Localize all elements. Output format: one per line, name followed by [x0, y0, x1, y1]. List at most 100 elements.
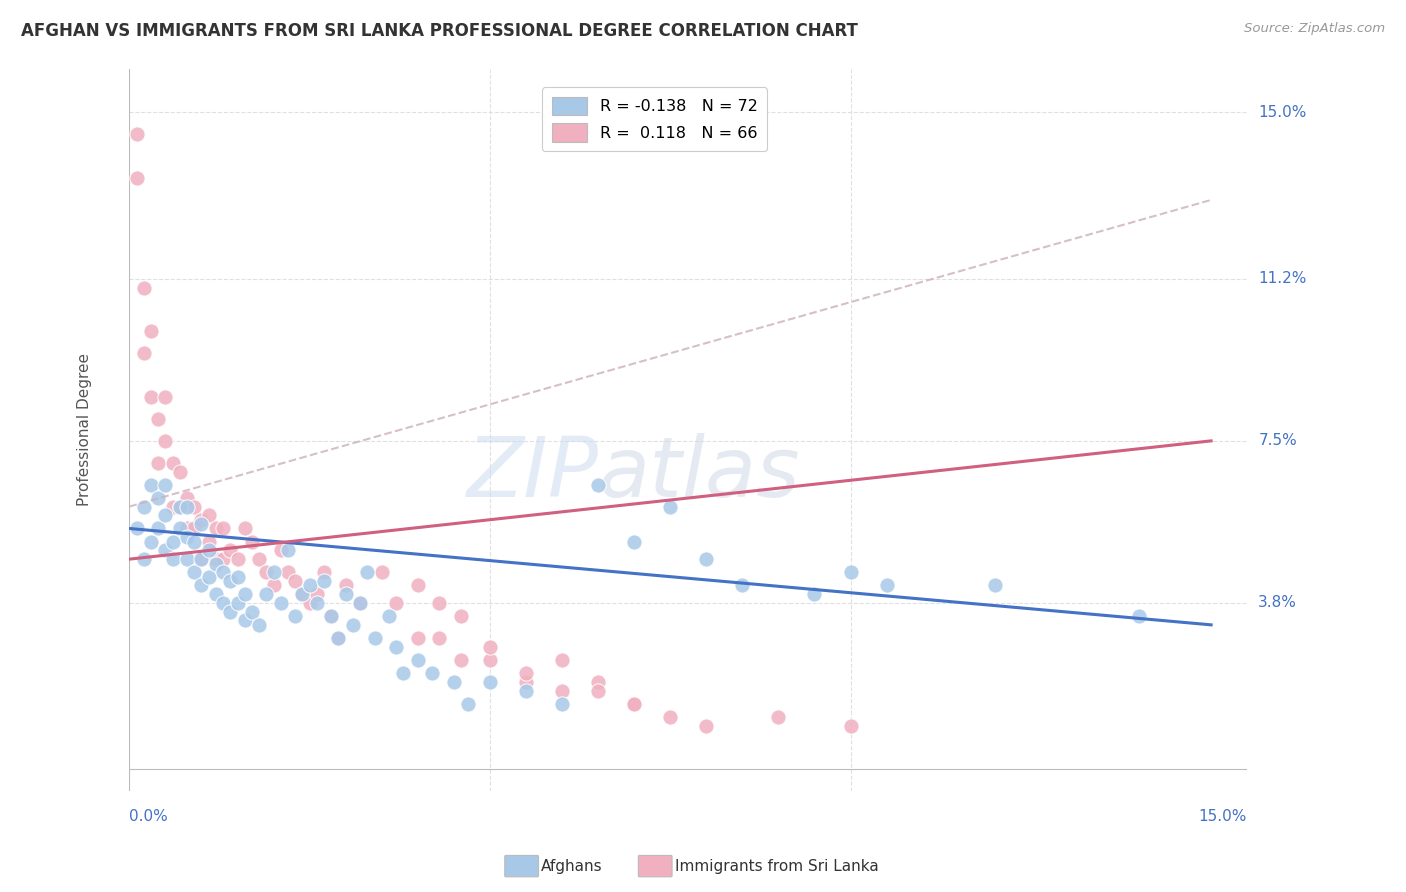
- Point: [363, 631, 385, 645]
- Text: 0.0%: 0.0%: [129, 809, 169, 824]
- Point: [155, 477, 177, 491]
- Point: [190, 578, 212, 592]
- Point: [148, 412, 170, 426]
- Point: [197, 508, 219, 523]
- Point: [406, 578, 429, 592]
- Point: [132, 552, 155, 566]
- Point: [125, 521, 148, 535]
- Point: [270, 596, 292, 610]
- Legend: R = -0.138   N = 72, R =  0.118   N = 66: R = -0.138 N = 72, R = 0.118 N = 66: [543, 87, 768, 152]
- Point: [219, 543, 242, 558]
- Point: [212, 552, 235, 566]
- Text: ZIP: ZIP: [467, 433, 599, 514]
- Point: [148, 456, 170, 470]
- Text: atlas: atlas: [599, 433, 800, 514]
- Point: [406, 631, 429, 645]
- Point: [233, 587, 256, 601]
- Point: [132, 500, 155, 514]
- Point: [515, 683, 537, 698]
- Point: [176, 552, 198, 566]
- Point: [623, 697, 645, 711]
- Point: [305, 587, 328, 601]
- Point: [190, 517, 212, 532]
- Text: 15.0%: 15.0%: [1258, 105, 1306, 120]
- Point: [254, 566, 277, 580]
- Point: [349, 596, 371, 610]
- Point: [586, 674, 609, 689]
- Point: [659, 710, 682, 724]
- Point: [125, 127, 148, 141]
- Point: [284, 574, 307, 588]
- Point: [240, 534, 263, 549]
- Point: [197, 543, 219, 558]
- Point: [586, 477, 609, 491]
- Point: [695, 552, 717, 566]
- Point: [176, 521, 198, 535]
- Point: [233, 614, 256, 628]
- Point: [162, 456, 184, 470]
- Point: [659, 500, 682, 514]
- Point: [139, 324, 162, 338]
- Point: [197, 569, 219, 583]
- Text: 3.8%: 3.8%: [1258, 596, 1298, 610]
- Point: [240, 605, 263, 619]
- Text: Immigrants from Sri Lanka: Immigrants from Sri Lanka: [675, 859, 879, 873]
- Point: [169, 521, 191, 535]
- Point: [263, 566, 285, 580]
- Point: [205, 557, 228, 571]
- Point: [551, 683, 574, 698]
- Point: [148, 521, 170, 535]
- Point: [429, 596, 451, 610]
- Point: [803, 587, 825, 601]
- Text: Afghans: Afghans: [541, 859, 603, 873]
- Point: [125, 171, 148, 186]
- Point: [254, 587, 277, 601]
- Text: Source: ZipAtlas.com: Source: ZipAtlas.com: [1244, 22, 1385, 36]
- Point: [478, 674, 501, 689]
- Point: [139, 477, 162, 491]
- Point: [328, 631, 350, 645]
- Point: [515, 666, 537, 681]
- Point: [226, 596, 249, 610]
- Point: [385, 640, 408, 654]
- Text: 7.5%: 7.5%: [1258, 434, 1296, 449]
- Point: [139, 534, 162, 549]
- Point: [190, 552, 212, 566]
- Point: [162, 552, 184, 566]
- Point: [176, 491, 198, 505]
- Point: [623, 534, 645, 549]
- Point: [155, 390, 177, 404]
- Point: [335, 587, 357, 601]
- Text: 11.2%: 11.2%: [1258, 271, 1306, 286]
- Point: [176, 530, 198, 544]
- Point: [335, 578, 357, 592]
- Text: 15.0%: 15.0%: [1199, 809, 1247, 824]
- Point: [284, 609, 307, 624]
- Point: [247, 552, 270, 566]
- Point: [429, 631, 451, 645]
- Point: [212, 521, 235, 535]
- Point: [586, 683, 609, 698]
- Point: [298, 578, 321, 592]
- Point: [420, 666, 443, 681]
- Point: [183, 500, 205, 514]
- Point: [371, 566, 394, 580]
- Point: [155, 543, 177, 558]
- Point: [515, 674, 537, 689]
- Point: [277, 543, 299, 558]
- Point: [392, 666, 415, 681]
- Text: AFGHAN VS IMMIGRANTS FROM SRI LANKA PROFESSIONAL DEGREE CORRELATION CHART: AFGHAN VS IMMIGRANTS FROM SRI LANKA PROF…: [21, 22, 858, 40]
- Point: [169, 465, 191, 479]
- Point: [162, 500, 184, 514]
- Point: [139, 390, 162, 404]
- Point: [478, 653, 501, 667]
- Point: [356, 566, 378, 580]
- Point: [132, 280, 155, 294]
- Point: [298, 596, 321, 610]
- Point: [169, 500, 191, 514]
- Point: [312, 566, 335, 580]
- Point: [212, 566, 235, 580]
- Point: [839, 718, 862, 732]
- Point: [328, 631, 350, 645]
- Point: [226, 552, 249, 566]
